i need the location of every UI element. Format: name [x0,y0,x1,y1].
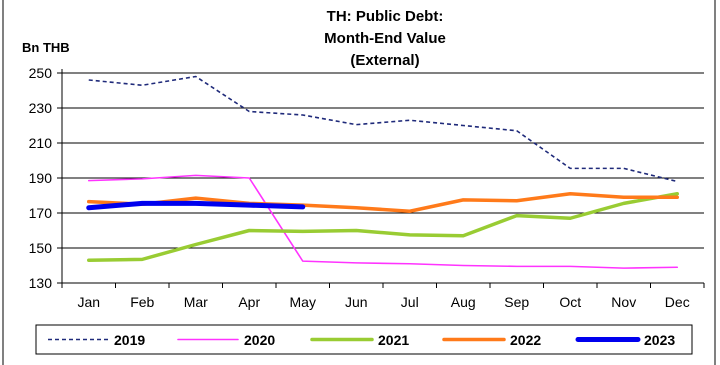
y-tick-label: 190 [29,170,53,186]
series-line-2021 [87,192,679,262]
chart-title-line-1: TH: Public Debt: [327,8,444,25]
x-tick-label: Jun [345,294,368,310]
x-tick-label: Dec [665,294,690,310]
y-tick-label: 210 [29,135,53,151]
legend: 2019 2020 2021 2022 2023 [48,332,675,348]
legend-label-2023: 2023 [644,332,675,348]
legend-label-2021: 2021 [378,332,409,348]
y-axis-label: Bn THB [22,40,70,55]
legend-label-2022: 2022 [510,332,541,348]
x-tick-label: Apr [238,294,260,310]
x-tick-label: Nov [611,294,636,310]
x-tick-label: May [290,294,316,310]
x-tick-label: Sep [504,294,529,310]
series-line-2022 [87,192,679,213]
series-line-2023 [86,200,306,211]
x-tick-label: Mar [184,294,208,310]
y-tick-label: 170 [29,205,53,221]
y-tick-label: 130 [29,275,53,291]
x-tick-label: Aug [451,294,476,310]
y-tick-label: 230 [29,100,53,116]
x-tick-label: Jul [401,294,419,310]
chart-title-line-3: (External) [350,52,419,69]
legend-label-2020: 2020 [244,332,275,348]
x-tick-label: Jan [77,294,100,310]
x-tick-label: Oct [559,294,581,310]
legend-label-2019: 2019 [114,332,145,348]
y-tick-label: 150 [29,240,53,256]
y-tick-label: 250 [29,65,53,81]
chart-title: TH: Public Debt: Month-End Value (Extern… [324,8,446,69]
series-line-2020 [87,174,679,269]
series-line-2019 [88,75,678,183]
chart-title-line-2: Month-End Value [324,30,446,47]
x-tick-label: Feb [130,294,154,310]
